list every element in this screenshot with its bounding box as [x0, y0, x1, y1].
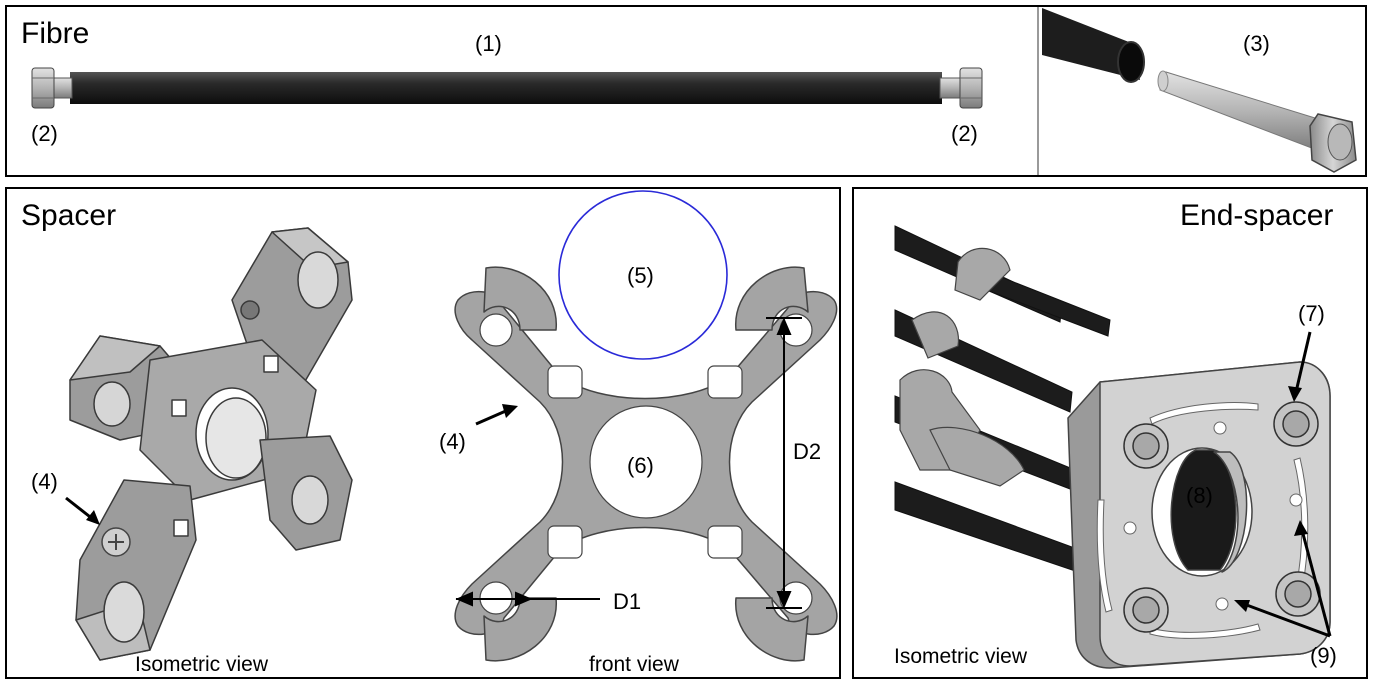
end-spacer-title: End-spacer: [1180, 199, 1334, 232]
spacer-front-caption: front view: [589, 653, 679, 676]
spacer-title: Spacer: [21, 199, 117, 232]
fibre-insert-label: (3): [1243, 31, 1270, 56]
spacer-screw-iso-label: (4): [31, 469, 58, 494]
end-spacer-iso-caption: Isometric view: [894, 645, 1028, 668]
fibre-circle-label: (5): [627, 263, 654, 288]
spacer-screw-front-label: (4): [439, 429, 466, 454]
end-spacer-slots-label: (9): [1310, 643, 1337, 668]
spacer-iso-caption: Isometric view: [135, 653, 269, 676]
end-spacer-nut-label: (7): [1298, 301, 1325, 326]
spacer-panel: Spacer (4) (4) (5) (6) D2 D1 Isometric v…: [5, 187, 841, 679]
end-spacer-hole-label: (8): [1186, 483, 1213, 508]
fibre-rod-label: (1): [475, 31, 502, 56]
center-hole-label: (6): [627, 453, 654, 478]
end-spacer-panel: End-spacer (7) (8) (9) Isometric view: [852, 187, 1368, 679]
fibre-panel: Fibre (1) (2) (2) (3): [5, 5, 1367, 177]
fibre-title: Fibre: [21, 17, 90, 50]
fibre-cap-left-label: (2): [31, 121, 58, 146]
fibre-cap-right-label: (2): [951, 121, 978, 146]
dim-d1-label: D1: [613, 589, 642, 614]
dim-d2-label: D2: [793, 439, 822, 464]
fibre-divider: [1037, 7, 1039, 175]
